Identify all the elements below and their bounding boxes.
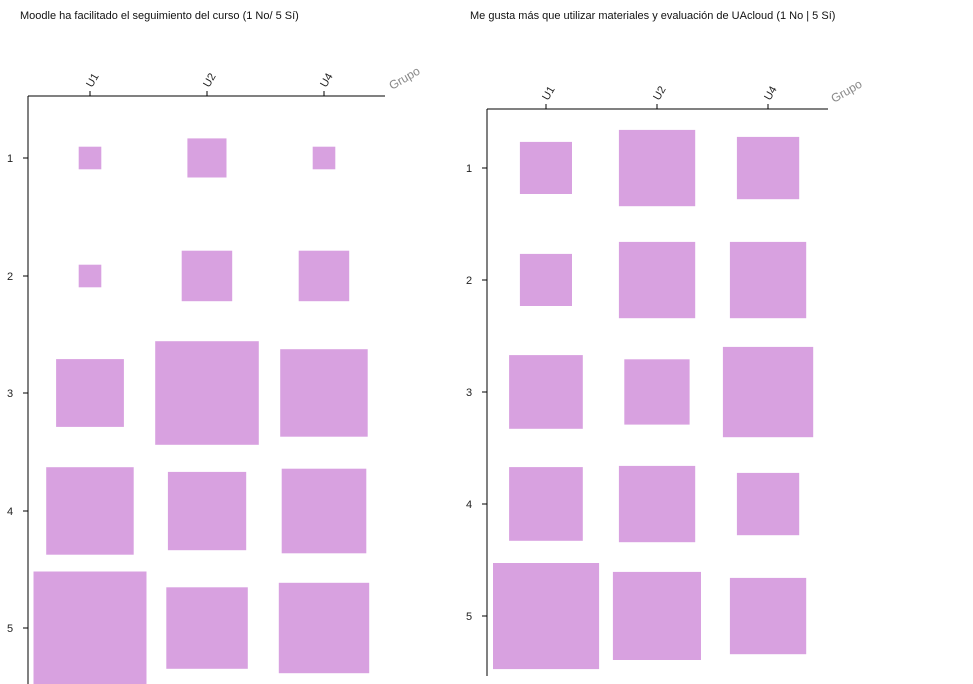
x-tick-label: U4: [762, 84, 779, 102]
heatmap-cell: [624, 359, 690, 425]
x-tick-label: U1: [84, 71, 101, 89]
x-axis-title: Grupo: [387, 64, 423, 93]
heatmap-cell: [56, 359, 124, 427]
x-tick-label: U1: [540, 84, 557, 102]
heatmap-cell: [278, 582, 370, 674]
heatmap-cell: [722, 346, 814, 438]
heatmap-cell: [166, 587, 248, 669]
heatmap-cell: [618, 129, 696, 207]
heatmap-cell: [298, 250, 350, 302]
y-tick-label: 4: [466, 499, 472, 511]
heatmap-cell: [280, 349, 368, 437]
heatmap-cell: [729, 577, 807, 655]
heatmap-cell: [46, 467, 134, 555]
y-tick-label: 3: [7, 388, 13, 400]
y-tick-label: 5: [466, 611, 472, 623]
x-tick-label: U4: [318, 71, 335, 89]
heatmap-cell: [78, 146, 102, 170]
heatmap-cell: [312, 146, 336, 170]
heatmap-cell: [167, 471, 247, 551]
heatmap-cell: [187, 138, 227, 178]
y-tick-label: 1: [466, 163, 472, 175]
chart-title-left: Moodle ha facilitado el seguimiento del …: [20, 10, 299, 22]
heatmap-cell: [78, 264, 102, 288]
heatmap-cell: [618, 465, 696, 543]
y-tick-label: 2: [7, 271, 13, 283]
x-axis-title: Grupo: [829, 77, 865, 106]
y-tick-label: 3: [466, 387, 472, 399]
heatmap-cell: [729, 241, 807, 319]
x-tick-label: U2: [201, 71, 218, 89]
heatmap-cell: [493, 563, 600, 670]
heatmap-cell: [509, 467, 583, 541]
y-tick-label: 4: [7, 506, 13, 518]
heatmap-cell: [155, 341, 259, 445]
y-tick-label: 1: [7, 153, 13, 165]
y-tick-label: 2: [466, 275, 472, 287]
heatmap-cell: [736, 136, 800, 200]
heatmap-cell: [618, 241, 696, 319]
heatmap-cell: [33, 571, 147, 684]
heatmap-cell: [181, 250, 233, 302]
x-tick-label: U2: [651, 84, 668, 102]
y-tick-label: 5: [7, 623, 13, 635]
heatmap-cell: [281, 468, 367, 554]
heatmap-cell: [519, 253, 572, 306]
heatmap-cell: [612, 571, 701, 660]
heatmap-cell: [736, 472, 800, 536]
heatmap-cell: [519, 141, 572, 194]
heatmap-cell: [509, 355, 583, 429]
chart-title-right: Me gusta más que utilizar materiales y e…: [470, 10, 836, 22]
